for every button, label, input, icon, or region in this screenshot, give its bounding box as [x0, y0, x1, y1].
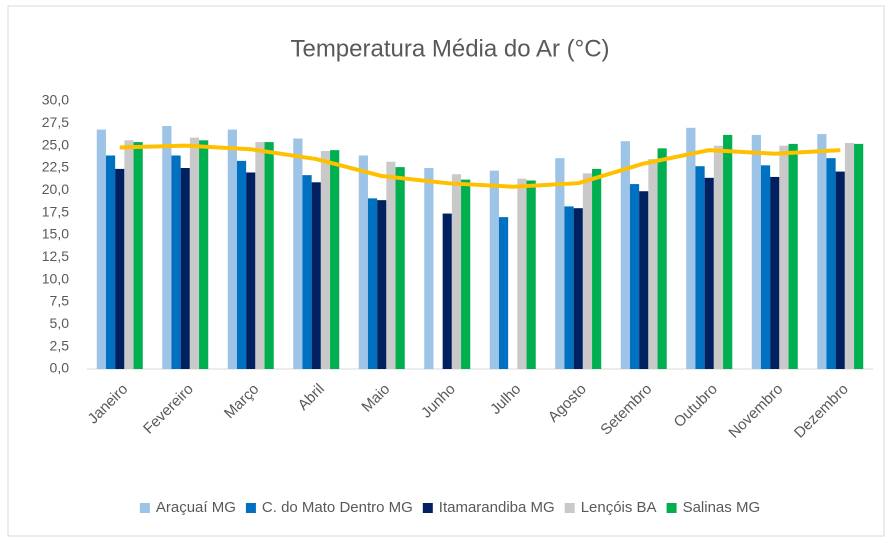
legend-swatch [666, 503, 677, 513]
y-tick-label: 0,0 [50, 360, 70, 376]
bar [358, 155, 368, 369]
bar [246, 172, 256, 369]
bar [854, 143, 864, 369]
bar [704, 177, 714, 369]
y-tick-label: 17,5 [42, 203, 69, 219]
bar [779, 145, 789, 369]
y-tick-label: 22,5 [42, 159, 69, 175]
bar [639, 191, 649, 369]
bar [264, 142, 274, 369]
bar [227, 129, 237, 369]
bar [320, 151, 331, 369]
bar [620, 141, 630, 369]
bar [442, 213, 452, 369]
bar [377, 200, 387, 369]
bar [573, 208, 583, 369]
bar [489, 170, 499, 369]
bar [592, 168, 602, 369]
legend-swatch [245, 503, 256, 513]
bar [555, 158, 565, 369]
legend-label: Salinas MG [683, 499, 761, 516]
y-tick-label: 25,0 [42, 136, 69, 152]
legend-label: C. do Mato Dentro MG [262, 499, 413, 516]
legend-item: Salinas MG [666, 499, 761, 516]
legend-item: Araçuaí MG [139, 499, 236, 516]
bar [713, 145, 724, 369]
bar [451, 174, 462, 369]
legend-item: Itamarandiba MG [422, 499, 555, 516]
y-tick-label: 5,0 [50, 315, 70, 331]
legend-label: Itamarandiba MG [439, 499, 555, 516]
bar [255, 142, 265, 369]
bar [302, 175, 312, 369]
y-tick-label: 30,0 [42, 92, 69, 108]
bar [498, 217, 509, 369]
legend-swatch [422, 503, 433, 513]
bar [835, 171, 845, 369]
chart-title: Temperatura Média do Ar (°C) [290, 35, 609, 62]
legend-item: C. do Mato Dentro MG [245, 499, 413, 516]
bar [826, 158, 836, 369]
bar [395, 167, 405, 369]
bar [629, 184, 640, 369]
bar [162, 126, 172, 369]
bar [686, 127, 696, 369]
bar [695, 166, 705, 369]
bar [564, 206, 574, 369]
bar [133, 142, 143, 369]
y-tick-label: 2,5 [50, 337, 70, 353]
bar [770, 176, 780, 369]
bar [657, 148, 667, 369]
bar [424, 168, 434, 369]
bar [817, 134, 827, 369]
bar [180, 168, 190, 369]
bar [751, 134, 761, 369]
bar [115, 168, 125, 369]
bar [171, 155, 181, 369]
bar [96, 129, 106, 369]
bar [105, 155, 116, 369]
bar [293, 138, 303, 369]
y-tick-label: 15,0 [42, 226, 69, 242]
bar [199, 140, 209, 369]
y-tick-label: 27,5 [42, 114, 69, 130]
bar [367, 198, 378, 369]
bar [526, 180, 536, 369]
legend-label: Araçuaí MG [156, 499, 236, 516]
legend-swatch [564, 503, 575, 513]
legend-item: Lençóis BA [564, 499, 657, 516]
bar [311, 182, 321, 369]
bar [582, 173, 593, 369]
y-tick-label: 20,0 [42, 181, 69, 197]
bar [386, 161, 396, 369]
legend-swatch [139, 503, 150, 513]
bar [723, 134, 733, 369]
bar [844, 142, 855, 369]
trend-line [119, 143, 841, 189]
bar [788, 143, 798, 369]
bar [760, 165, 771, 369]
y-tick-label: 12,5 [42, 248, 69, 264]
y-tick-label: 10,0 [42, 270, 69, 286]
bar [330, 150, 340, 369]
y-tick-label: 7,5 [50, 293, 70, 309]
legend-label: Lençóis BA [581, 499, 657, 516]
bar [461, 179, 471, 369]
bar [189, 137, 200, 369]
bar [124, 140, 134, 369]
bar [517, 178, 527, 369]
bar [236, 160, 247, 369]
bar [648, 159, 658, 369]
